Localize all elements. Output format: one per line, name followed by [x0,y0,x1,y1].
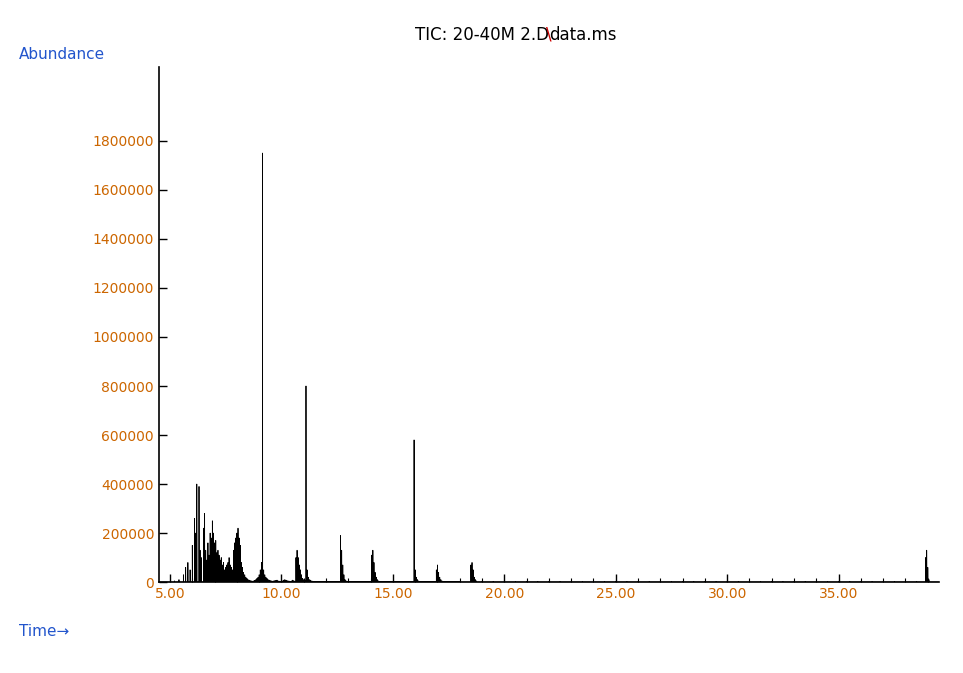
Text: data.ms: data.ms [549,26,616,44]
Text: Abundance: Abundance [19,47,105,62]
Text: TIC: 20-40M 2.D: TIC: 20-40M 2.D [415,26,549,44]
Text: \: \ [546,26,552,44]
Text: Time→: Time→ [19,625,69,639]
